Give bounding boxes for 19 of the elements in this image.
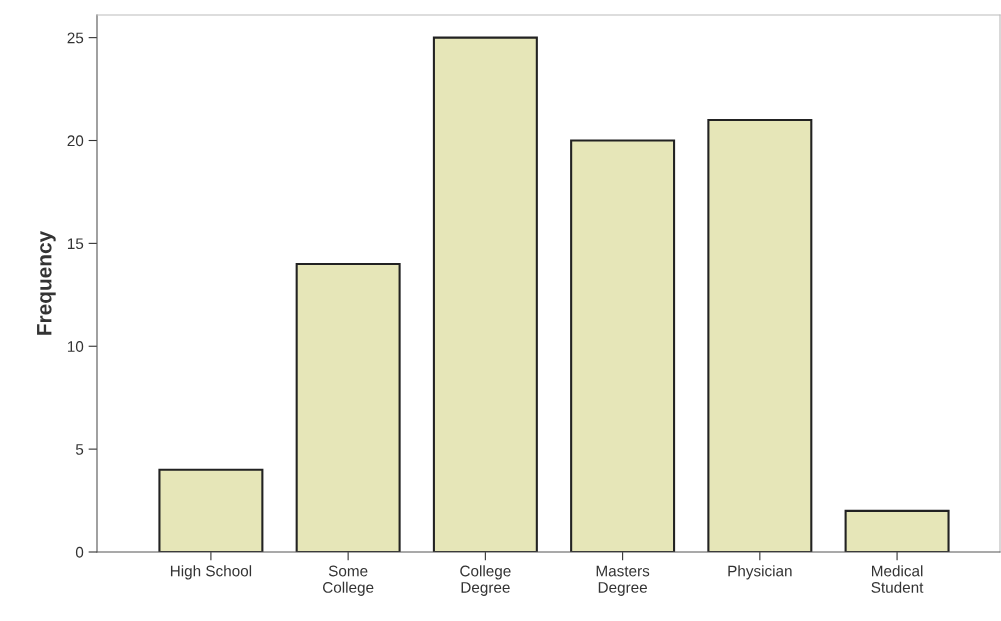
bar <box>295 262 401 552</box>
x-tick-label: Masters Degree <box>596 565 650 596</box>
bar <box>158 468 264 552</box>
y-tick-label: 25 <box>67 32 84 44</box>
x-tick-label: College Degree <box>460 565 511 596</box>
bar <box>707 118 813 552</box>
y-tick-label: 15 <box>67 238 84 250</box>
x-tick-label: Medical Student <box>871 565 924 593</box>
y-tick-label: 5 <box>75 444 84 455</box>
x-tick-label: Some College <box>323 565 374 596</box>
bar <box>432 36 538 552</box>
bar <box>570 139 676 552</box>
y-tick-label: 20 <box>67 135 84 147</box>
y-tick-label: 10 <box>67 341 84 352</box>
y-axis-title: Frequency <box>37 230 56 335</box>
y-tick-label: 0 <box>75 546 84 558</box>
x-tick-label: Physician <box>728 565 792 580</box>
x-tick-label: High School <box>170 565 252 580</box>
bar <box>844 509 950 552</box>
